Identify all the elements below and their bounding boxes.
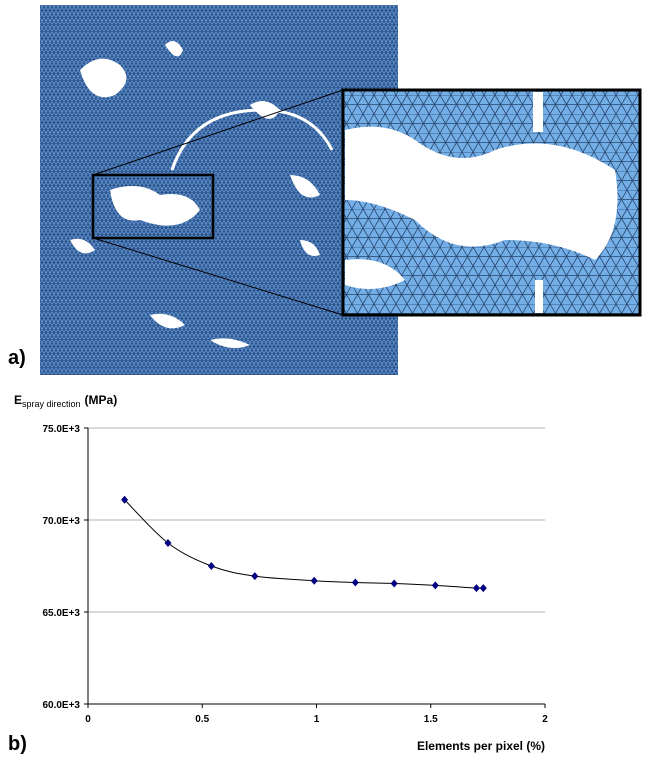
y-axis-symbol: E — [14, 393, 22, 407]
data-point — [479, 584, 487, 593]
y-tick-label: 75.0E+3 — [42, 424, 80, 435]
data-point — [431, 581, 439, 590]
data-point — [390, 579, 398, 588]
x-tick-label: 0.5 — [195, 714, 209, 725]
panel-label: b) — [8, 733, 27, 755]
y-axis-unit: (MPa) — [85, 393, 118, 407]
y-tick-label: 60.0E+3 — [42, 700, 80, 711]
data-point — [351, 578, 359, 587]
y-axis-subscript: spray direction — [22, 399, 81, 409]
x-tick-label: 0 — [85, 714, 91, 725]
data-point — [207, 562, 215, 570]
trend-line — [124, 499, 484, 589]
panel-label: a) — [8, 347, 26, 369]
x-tick-label: 2 — [542, 714, 548, 725]
data-point — [164, 539, 172, 547]
data-point — [121, 495, 129, 504]
data-point — [251, 572, 259, 581]
x-tick-label: 1.5 — [424, 714, 438, 725]
x-tick-label: 1 — [314, 714, 320, 725]
data-point — [472, 584, 480, 593]
mesh-image — [40, 5, 642, 375]
y-tick-label: 65.0E+3 — [42, 608, 80, 619]
y-axis-label: Espray direction (MPa) — [14, 393, 117, 409]
data-point — [310, 576, 318, 585]
y-tick-label: 70.0E+3 — [42, 516, 80, 527]
x-axis-label: Elements per pixel (%) — [417, 739, 545, 753]
